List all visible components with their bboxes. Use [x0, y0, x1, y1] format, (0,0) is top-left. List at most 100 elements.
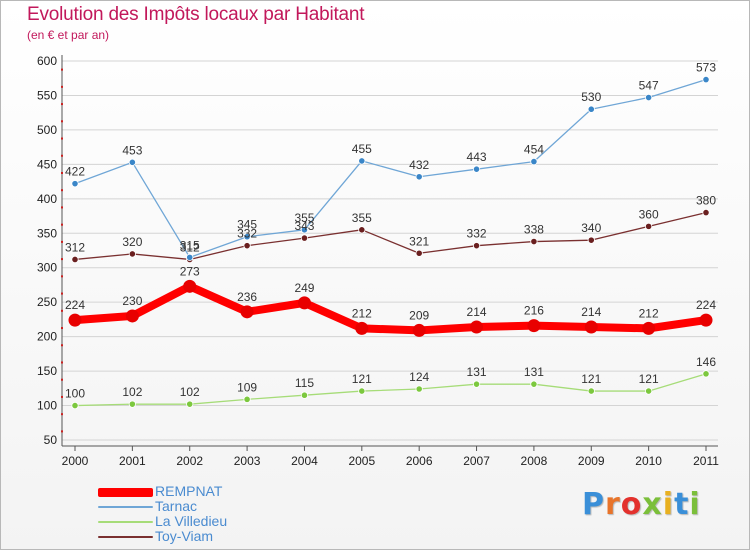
data-label: 547	[639, 79, 659, 93]
data-label: 312	[65, 240, 85, 254]
data-label: 454	[524, 143, 544, 157]
series-line-rempnat	[71, 282, 710, 335]
data-label: 273	[180, 264, 200, 278]
axes	[61, 55, 718, 447]
data-point	[527, 319, 541, 333]
data-point	[472, 242, 481, 250]
data-point	[587, 105, 595, 113]
y-tick-label: 150	[37, 364, 57, 378]
data-point	[243, 242, 251, 250]
data-point	[645, 222, 653, 230]
x-tick-label: 2006	[406, 454, 433, 468]
data-point	[71, 255, 79, 264]
data-label: 343	[294, 219, 314, 233]
legend-label: La Villedieu	[155, 513, 228, 529]
data-point	[128, 158, 136, 166]
data-label: 224	[65, 298, 85, 312]
data-label: 214	[581, 305, 601, 319]
x-tick-label: 2008	[521, 454, 548, 468]
data-point	[530, 380, 538, 388]
data-label: 131	[467, 365, 487, 379]
x-tick-label: 2001	[119, 454, 146, 468]
data-point	[472, 165, 481, 173]
y-axis-ticks: 50 100 150 200 250 300 350 400 450 500 550 600	[37, 54, 57, 447]
series-line-la-villedieu	[74, 373, 707, 407]
data-label: 102	[122, 385, 142, 399]
legend-label: Toy-Viam	[155, 528, 214, 544]
data-label: 380	[696, 194, 716, 208]
data-label: 212	[352, 306, 372, 320]
data-point	[415, 173, 423, 181]
data-label: 121	[352, 372, 372, 386]
data-point	[125, 309, 139, 323]
data-label: 573	[696, 61, 716, 75]
y-tick-label: 400	[37, 192, 57, 206]
data-label: 121	[639, 372, 659, 386]
series-group	[68, 76, 713, 410]
data-point	[699, 313, 713, 327]
data-point	[300, 234, 309, 242]
data-point	[355, 321, 369, 335]
y-tick-label: 450	[37, 157, 57, 171]
data-point	[470, 320, 484, 334]
data-point	[415, 249, 423, 257]
chart-subtitle: (en € et par an)	[27, 28, 110, 42]
x-tick-label: 2005	[348, 454, 375, 468]
data-label: 121	[581, 372, 601, 386]
data-label: 102	[180, 385, 200, 399]
data-point	[71, 401, 79, 410]
y-tick-label: 550	[37, 88, 57, 102]
legend-label: REMPNAT	[155, 483, 223, 499]
y-tick-label: 300	[37, 261, 57, 275]
data-label: 320	[122, 235, 142, 249]
data-point	[297, 296, 311, 310]
data-label: 312	[180, 240, 200, 254]
legend-label: Tarnac	[155, 498, 198, 514]
data-label: 332	[467, 227, 487, 241]
data-point	[702, 209, 710, 217]
y-tick-label: 350	[37, 226, 57, 240]
grid-lines	[62, 60, 718, 441]
data-label: 455	[352, 142, 372, 156]
y-tick-label: 200	[37, 330, 57, 344]
y-tick-label: 500	[37, 123, 57, 137]
x-tick-label: 2004	[291, 454, 318, 468]
data-point	[243, 233, 251, 241]
y-tick-label: 250	[37, 295, 57, 309]
data-label: 321	[409, 234, 429, 248]
data-point	[358, 226, 366, 234]
data-label: 109	[237, 380, 257, 394]
data-label: 338	[524, 223, 544, 237]
legend-swatch	[98, 536, 153, 538]
data-point	[243, 395, 251, 403]
data-label: 340	[581, 221, 601, 235]
chart-title: Evolution des Impôts locaux par Habitant	[27, 4, 365, 25]
x-tick-label: 2009	[578, 454, 605, 468]
legend-swatch	[98, 506, 153, 508]
legend-swatch	[98, 488, 153, 497]
data-point	[68, 313, 82, 327]
data-point	[240, 305, 254, 319]
data-label: 345	[237, 218, 257, 232]
data-point	[183, 279, 197, 293]
data-label: 355	[294, 211, 314, 225]
data-labels: 224 230 273 236 249 212 209 214 216 214 212 224 422 4…	[65, 61, 716, 401]
data-point	[645, 93, 653, 102]
x-tick-label: 2003	[234, 454, 261, 468]
data-point	[128, 400, 136, 408]
y-tick-label: 600	[37, 54, 57, 68]
data-point	[472, 380, 481, 388]
data-label: 443	[467, 150, 487, 164]
proxiti-logo: Proxiti	[582, 487, 701, 522]
data-point	[587, 236, 595, 244]
legend-swatch	[98, 521, 153, 523]
data-point	[300, 226, 309, 234]
data-label: 230	[122, 294, 142, 308]
data-point	[415, 385, 423, 393]
x-axis-ticks: 2000 2001 2002 2003 2004 2005 2006 2007 2008 2009…	[62, 446, 719, 468]
x-tick-label: 2007	[463, 454, 490, 468]
y-tick-label: 100	[37, 399, 57, 413]
data-label: 212	[639, 306, 659, 320]
